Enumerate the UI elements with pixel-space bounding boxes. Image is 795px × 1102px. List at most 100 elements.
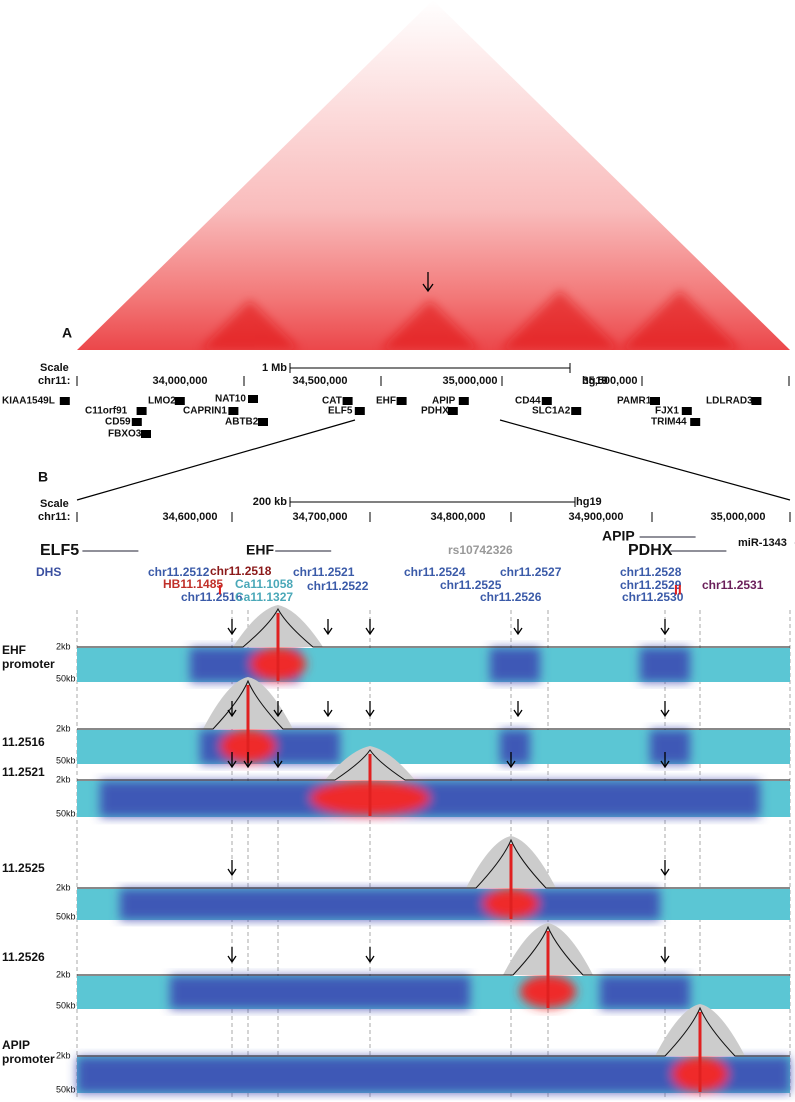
arrow [227, 947, 237, 964]
gene-glyph [354, 407, 365, 415]
heat-blue [650, 730, 690, 764]
track-name: promoter [2, 1052, 55, 1066]
gene-glyph [690, 418, 701, 426]
arrow [227, 752, 237, 769]
arrow [323, 619, 333, 636]
axis-label: 50kb [56, 755, 76, 765]
scale-bar-label: 1 Mb [262, 362, 287, 374]
gene-glyph [650, 397, 660, 405]
dhs-site: Ca11.1327 [235, 590, 293, 604]
track: 11.2525 2kb 50kb [2, 836, 790, 921]
signal-line [77, 1006, 790, 1057]
arrow [273, 701, 283, 718]
axis-label: 2kb [56, 1050, 71, 1060]
dhs-site: chr11.2528 [620, 565, 682, 579]
track-name: EHF [2, 643, 26, 657]
gene-label: FJX1 [655, 406, 679, 417]
coord-label: 35,500,000 [582, 375, 637, 387]
track-name: 11.2521 [2, 765, 45, 779]
dhs-label: DHS [36, 565, 61, 579]
track: 11.2526 2kb 50kb [2, 923, 790, 1010]
gene-label: PDHX [421, 406, 449, 417]
arrow [513, 619, 523, 636]
heat-blue [170, 976, 470, 1009]
gene-label: APIP [432, 396, 456, 407]
arrow [323, 701, 333, 718]
gene-glyph [59, 397, 70, 405]
dhs-site: chr11.2512 [148, 565, 210, 579]
coord-label: 34,600,000 [162, 511, 217, 523]
gene-label: PAMR1 [617, 396, 652, 407]
signal-line [77, 607, 790, 648]
coord-label: 34,900,000 [568, 511, 623, 523]
gene-label: FBXO3 [108, 429, 142, 440]
coord-label: 34,000,000 [152, 375, 207, 387]
signal-line [77, 679, 790, 730]
dhs-site: chr11.2518 [210, 564, 272, 578]
coord-label: 34,800,000 [430, 511, 485, 523]
scale-bar-label: 200 kb [253, 496, 288, 508]
gene-label: EHF [376, 396, 396, 407]
dhs-site: chr11.2516 [181, 590, 243, 604]
arrow [227, 860, 237, 877]
gene-label: APIP [602, 528, 635, 544]
gene-glyph [571, 407, 582, 415]
arrow [506, 752, 516, 769]
signal-line [77, 838, 790, 889]
axis-label: 2kb [56, 969, 71, 979]
arrow [273, 752, 283, 769]
axis-label: 2kb [56, 723, 71, 733]
arrow [513, 701, 523, 718]
gene-label: LMO2 [148, 396, 176, 407]
region-marker: II [674, 582, 682, 598]
gene-label: LDLRAD3 [706, 396, 753, 407]
axis-label: 2kb [56, 774, 71, 784]
signal-line [77, 749, 790, 781]
axis-label: 2kb [56, 882, 71, 892]
arrow [227, 619, 237, 636]
gene-label: CD44 [515, 396, 541, 407]
gene-label: EHF [246, 542, 274, 558]
gene-glyph [141, 430, 151, 438]
dhs-site: chr11.2522 [307, 579, 369, 593]
heatmap-shading [190, 647, 690, 682]
heat-blue [77, 1057, 790, 1093]
gene-label: SLC1A2 [532, 406, 571, 417]
gene-glyph [342, 397, 353, 405]
gene-glyph [248, 395, 258, 403]
gene-glyph [751, 397, 762, 405]
dhs-site: chr11.2525 [440, 578, 502, 592]
coord-label: 34,700,000 [292, 511, 347, 523]
dhs-site: HB11.1485 [163, 577, 223, 591]
snp-label: rs10742326 [448, 543, 513, 557]
track-name: promoter [2, 657, 55, 671]
gene-glyph [681, 407, 692, 415]
panel-label: B [38, 469, 48, 485]
axis-label: 50kb [56, 1084, 76, 1094]
heat-blue [600, 976, 690, 1009]
track-name: 11.2525 [2, 861, 45, 875]
dhs-site: chr11.2527 [500, 565, 562, 579]
arrow [660, 947, 670, 964]
heat-blue [490, 648, 540, 682]
gene-glyph [458, 397, 469, 405]
gene-label: ELF5 [328, 406, 353, 417]
gene-label: miR-1343 [738, 537, 787, 549]
gene-label: ELF5 [40, 542, 79, 559]
heat-blue [640, 648, 690, 682]
gene-label: C11orf91 [85, 406, 128, 417]
track-name: 11.2526 [2, 950, 45, 964]
dhs-site: chr11.2521 [293, 565, 355, 579]
heat-blue [120, 889, 660, 920]
axis-label: 50kb [56, 808, 76, 818]
gene-label: CAPRIN1 [183, 406, 227, 417]
track: 11.2516 2kb 50kb [2, 677, 790, 765]
track: 11.2521 2kb 50kb [2, 746, 790, 818]
heatmap-shading [170, 975, 690, 1009]
coord-label: 35,000,000 [710, 511, 765, 523]
gene-glyph [228, 407, 239, 415]
assembly-label: hg19 [582, 375, 608, 387]
